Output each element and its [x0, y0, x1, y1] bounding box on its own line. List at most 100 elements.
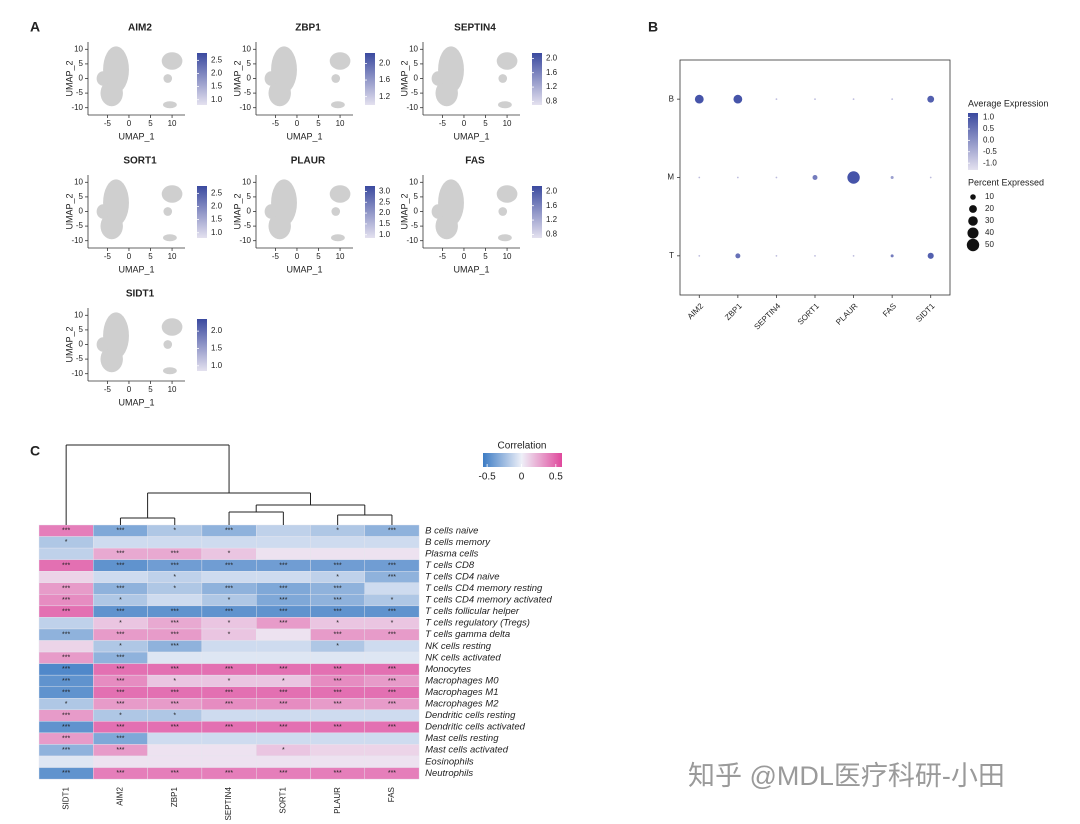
- y-tick-label: -10: [71, 369, 83, 378]
- colorbar-label: -1.0: [983, 158, 997, 167]
- dot: [698, 254, 701, 257]
- colorbar: [197, 53, 207, 105]
- heat-cell: [256, 709, 311, 722]
- heat-cell: [256, 571, 311, 583]
- row-label: T cells CD4 memory resting: [425, 583, 543, 594]
- row-label: Dendritic cells resting: [425, 710, 516, 721]
- plot-title: AIM2: [128, 23, 152, 34]
- x-axis-label: UMAP_1: [118, 131, 154, 141]
- y-tick-label: 10: [74, 310, 83, 319]
- y-axis-label: UMAP_2: [64, 60, 74, 96]
- x-tick-label: 0: [127, 119, 132, 128]
- cell-cloud: [435, 79, 458, 107]
- size-key: [968, 216, 978, 226]
- cell-cloud: [161, 318, 183, 336]
- significance: *: [336, 528, 339, 535]
- row-label: Plasma cells: [425, 548, 479, 559]
- dot: [814, 98, 816, 101]
- significance: ***: [62, 770, 70, 777]
- y-tick-label: 0: [414, 74, 419, 83]
- cell-cloud: [264, 71, 278, 86]
- colorbar-label: 1.0: [211, 95, 223, 104]
- significance: *: [119, 643, 122, 650]
- heat-cell: [38, 755, 94, 768]
- colorbar-label: 1.5: [211, 344, 223, 353]
- significance: *: [336, 620, 339, 627]
- significance: ***: [62, 689, 70, 696]
- cell-cloud: [163, 367, 177, 375]
- plot-title: FAS: [465, 156, 485, 167]
- significance: ***: [334, 770, 342, 777]
- size-label: 50: [985, 240, 994, 249]
- y-tick-label: 10: [242, 177, 251, 186]
- significance: ***: [116, 632, 124, 639]
- significance: ***: [116, 678, 124, 685]
- significance: *: [173, 712, 176, 719]
- y-tick-label: -10: [239, 103, 251, 112]
- significance: ***: [279, 608, 287, 615]
- panel-label: A: [30, 19, 40, 35]
- significance: ***: [388, 701, 396, 708]
- cell-cloud: [161, 52, 183, 70]
- y-tick-label: -5: [411, 221, 419, 230]
- cell-cloud: [331, 207, 341, 216]
- significance: ***: [225, 528, 233, 535]
- significance: ***: [388, 608, 396, 615]
- significance: ***: [116, 770, 124, 777]
- significance: ***: [62, 528, 70, 535]
- significance: ***: [225, 724, 233, 731]
- significance: *: [391, 620, 394, 627]
- cell-cloud: [100, 79, 123, 107]
- significance: ***: [116, 608, 124, 615]
- y-axis-label: UMAP_2: [232, 60, 242, 96]
- colorbar-label: 1.6: [546, 68, 558, 77]
- colorbar: [483, 453, 562, 467]
- heat-cell: [364, 755, 420, 768]
- y-tick-label: B: [669, 94, 674, 103]
- cell-cloud: [496, 185, 518, 203]
- significance: ***: [388, 528, 396, 535]
- significance: ***: [171, 724, 179, 731]
- heat-cell: [201, 571, 257, 583]
- x-tick-label: 5: [316, 119, 321, 128]
- heat-cell: [38, 547, 94, 560]
- x-tick-label: -5: [104, 252, 112, 261]
- significance: *: [65, 539, 68, 546]
- x-tick-label: 10: [503, 119, 512, 128]
- y-tick-label: 10: [242, 44, 251, 53]
- y-tick-label: -5: [76, 221, 84, 230]
- significance: ***: [388, 574, 396, 581]
- y-axis-label: UMAP_2: [64, 193, 74, 229]
- heat-cell: [310, 744, 365, 757]
- cell-cloud: [96, 337, 110, 352]
- significance: ***: [225, 562, 233, 569]
- significance: ***: [334, 585, 342, 592]
- colorbar-label: 2.0: [546, 186, 558, 195]
- column-label: SEPTIN4: [224, 787, 233, 821]
- row-label: T cells regulatory (Tregs): [425, 618, 530, 629]
- significance: ***: [279, 597, 287, 604]
- colorbar-label: 1.0: [379, 230, 391, 239]
- x-tick-label: -5: [104, 385, 112, 394]
- x-tick-label: 5: [148, 385, 153, 394]
- significance: ***: [171, 770, 179, 777]
- heat-cell: [147, 732, 203, 745]
- y-tick-label: -5: [76, 88, 84, 97]
- colorbar-label: 1.0: [983, 113, 995, 122]
- significance: *: [336, 643, 339, 650]
- row-label: B cells naive: [425, 525, 478, 536]
- significance: ***: [116, 528, 124, 535]
- cell-cloud: [331, 234, 345, 242]
- significance: ***: [62, 585, 70, 592]
- x-tick-label: 0: [127, 252, 132, 261]
- significance: ***: [116, 666, 124, 673]
- colorbar: [197, 186, 207, 238]
- colorbar: [365, 186, 375, 238]
- dot: [694, 94, 704, 104]
- plot-title: SORT1: [123, 156, 157, 167]
- heat-cell: [256, 755, 311, 768]
- significance: *: [282, 678, 285, 685]
- colorbar-label: 1.0: [211, 228, 223, 237]
- x-tick-label: 10: [168, 252, 177, 261]
- cell-cloud: [435, 212, 458, 240]
